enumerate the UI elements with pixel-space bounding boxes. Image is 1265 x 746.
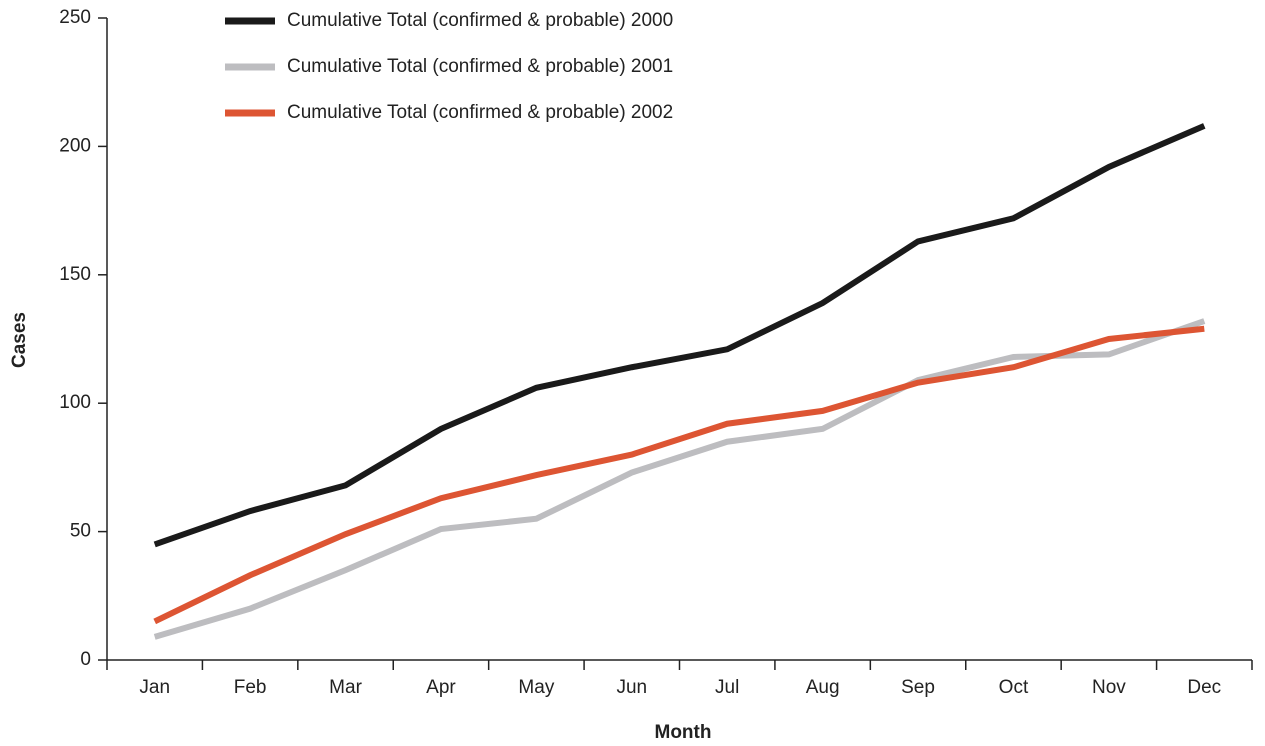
y-axis-label: Cases bbox=[9, 312, 30, 368]
x-tick-label: Jul bbox=[715, 677, 739, 698]
x-tick-label: Jan bbox=[139, 677, 170, 698]
x-axis-label: Month bbox=[655, 722, 712, 743]
y-tick-label: 50 bbox=[70, 521, 91, 542]
y-tick-label: 0 bbox=[80, 649, 91, 670]
legend-label: Cumulative Total (confirmed & probable) … bbox=[287, 10, 673, 31]
line-series bbox=[153, 318, 1206, 640]
x-tick-label: Oct bbox=[999, 677, 1029, 698]
x-tick-label: Mar bbox=[329, 677, 362, 698]
x-tick-label: Aug bbox=[806, 677, 840, 698]
legend-label: Cumulative Total (confirmed & probable) … bbox=[287, 56, 673, 77]
x-tick-label: Apr bbox=[426, 677, 456, 698]
x-tick-label: Sep bbox=[901, 677, 935, 698]
y-tick-label: 100 bbox=[59, 392, 91, 413]
x-tick-label: May bbox=[518, 677, 554, 698]
line-series bbox=[153, 325, 1205, 625]
x-tick-label: Jun bbox=[616, 677, 647, 698]
x-tick-label: Dec bbox=[1187, 677, 1221, 698]
x-tick-label: Nov bbox=[1092, 677, 1126, 698]
legend-label: Cumulative Total (confirmed & probable) … bbox=[287, 102, 673, 123]
x-tick-label: Feb bbox=[234, 677, 267, 698]
line-series bbox=[153, 123, 1206, 548]
y-tick-label: 150 bbox=[59, 264, 91, 285]
y-tick-label: 250 bbox=[59, 7, 91, 28]
y-tick-label: 200 bbox=[59, 135, 91, 156]
